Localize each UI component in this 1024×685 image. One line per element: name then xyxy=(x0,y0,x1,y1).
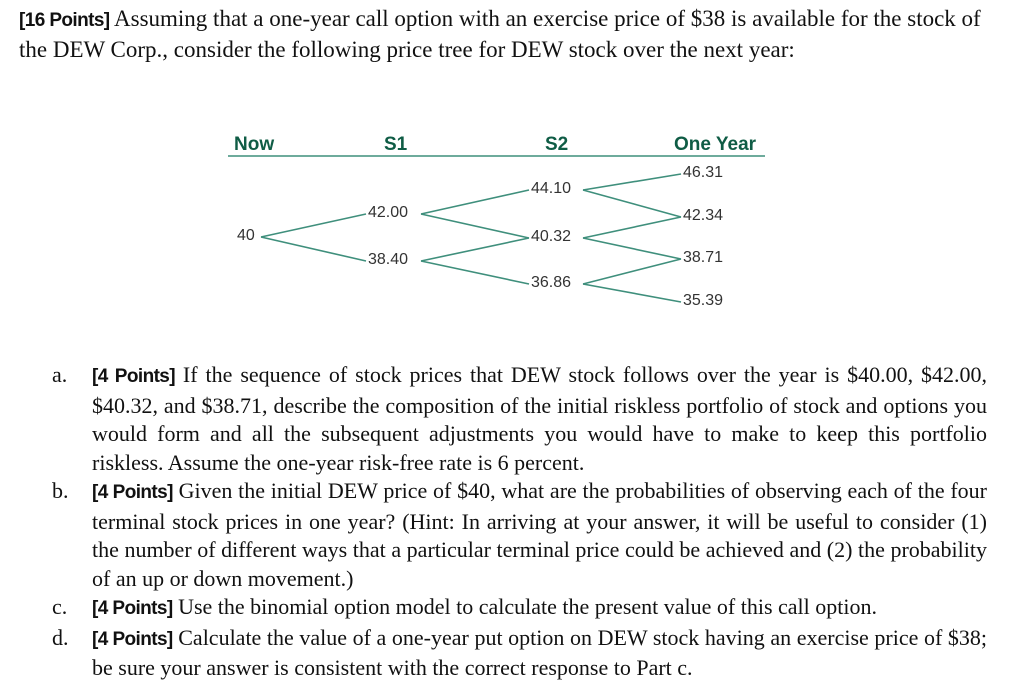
node-year-uuu: 46.31 xyxy=(682,164,725,182)
node-s2-ud: 40.32 xyxy=(530,228,573,246)
question-text: Calculate the value of a one-year put op… xyxy=(92,624,987,681)
question-points-tag: [4 Points] xyxy=(92,598,173,619)
question-d: d. [4 Points] Calculate the value of a o… xyxy=(52,624,987,683)
question-text: Given the initial DEW price of $40, what… xyxy=(92,478,987,591)
problem-points-tag: [16 Points] xyxy=(19,10,110,31)
problem-intro-text: Assuming that a one-year call option wit… xyxy=(19,6,981,62)
column-header-s1: S1 xyxy=(384,134,408,155)
column-header-now: Now xyxy=(234,134,275,155)
question-text: If the sequence of stock prices that DEW… xyxy=(92,362,988,475)
tree-branch-lines xyxy=(228,155,765,303)
problem-intro: [16 Points] Assuming that a one-year cal… xyxy=(19,4,1009,64)
question-a: a. [4 Points] If the sequence of stock p… xyxy=(52,361,987,477)
node-s1-up: 42.00 xyxy=(367,204,410,222)
question-label: c. xyxy=(52,594,68,619)
question-label: a. xyxy=(52,362,68,387)
question-points-tag: [4 Points] xyxy=(92,482,173,503)
question-list: a. [4 Points] If the sequence of stock p… xyxy=(52,361,987,683)
node-year-ddd: 35.39 xyxy=(682,292,725,310)
question-points-tag: [4 Points] xyxy=(92,628,173,650)
node-year-udd: 38.71 xyxy=(682,249,725,267)
node-year-uud: 42.34 xyxy=(682,207,725,225)
column-header-s2: S2 xyxy=(545,134,569,155)
question-text: Use the binomial option model to calcula… xyxy=(172,594,877,619)
node-s1-down: 38.40 xyxy=(367,251,410,269)
node-s2-uu: 44.10 xyxy=(530,180,573,198)
question-points-tag: [4 Points] xyxy=(92,366,176,387)
node-now: 40 xyxy=(236,227,256,245)
question-b: b. [4 Points] Given the initial DEW pric… xyxy=(52,477,987,593)
question-label: d. xyxy=(52,624,69,650)
column-header-one-year: One Year xyxy=(674,134,757,155)
question-c: c. [4 Points] Use the binomial option mo… xyxy=(52,593,987,624)
price-tree-diagram: Now S1 S2 One Year 40 42.00 38.40 44.10 … xyxy=(0,0,1024,340)
question-label: b. xyxy=(52,478,69,503)
node-s2-dd: 36.86 xyxy=(530,274,573,292)
